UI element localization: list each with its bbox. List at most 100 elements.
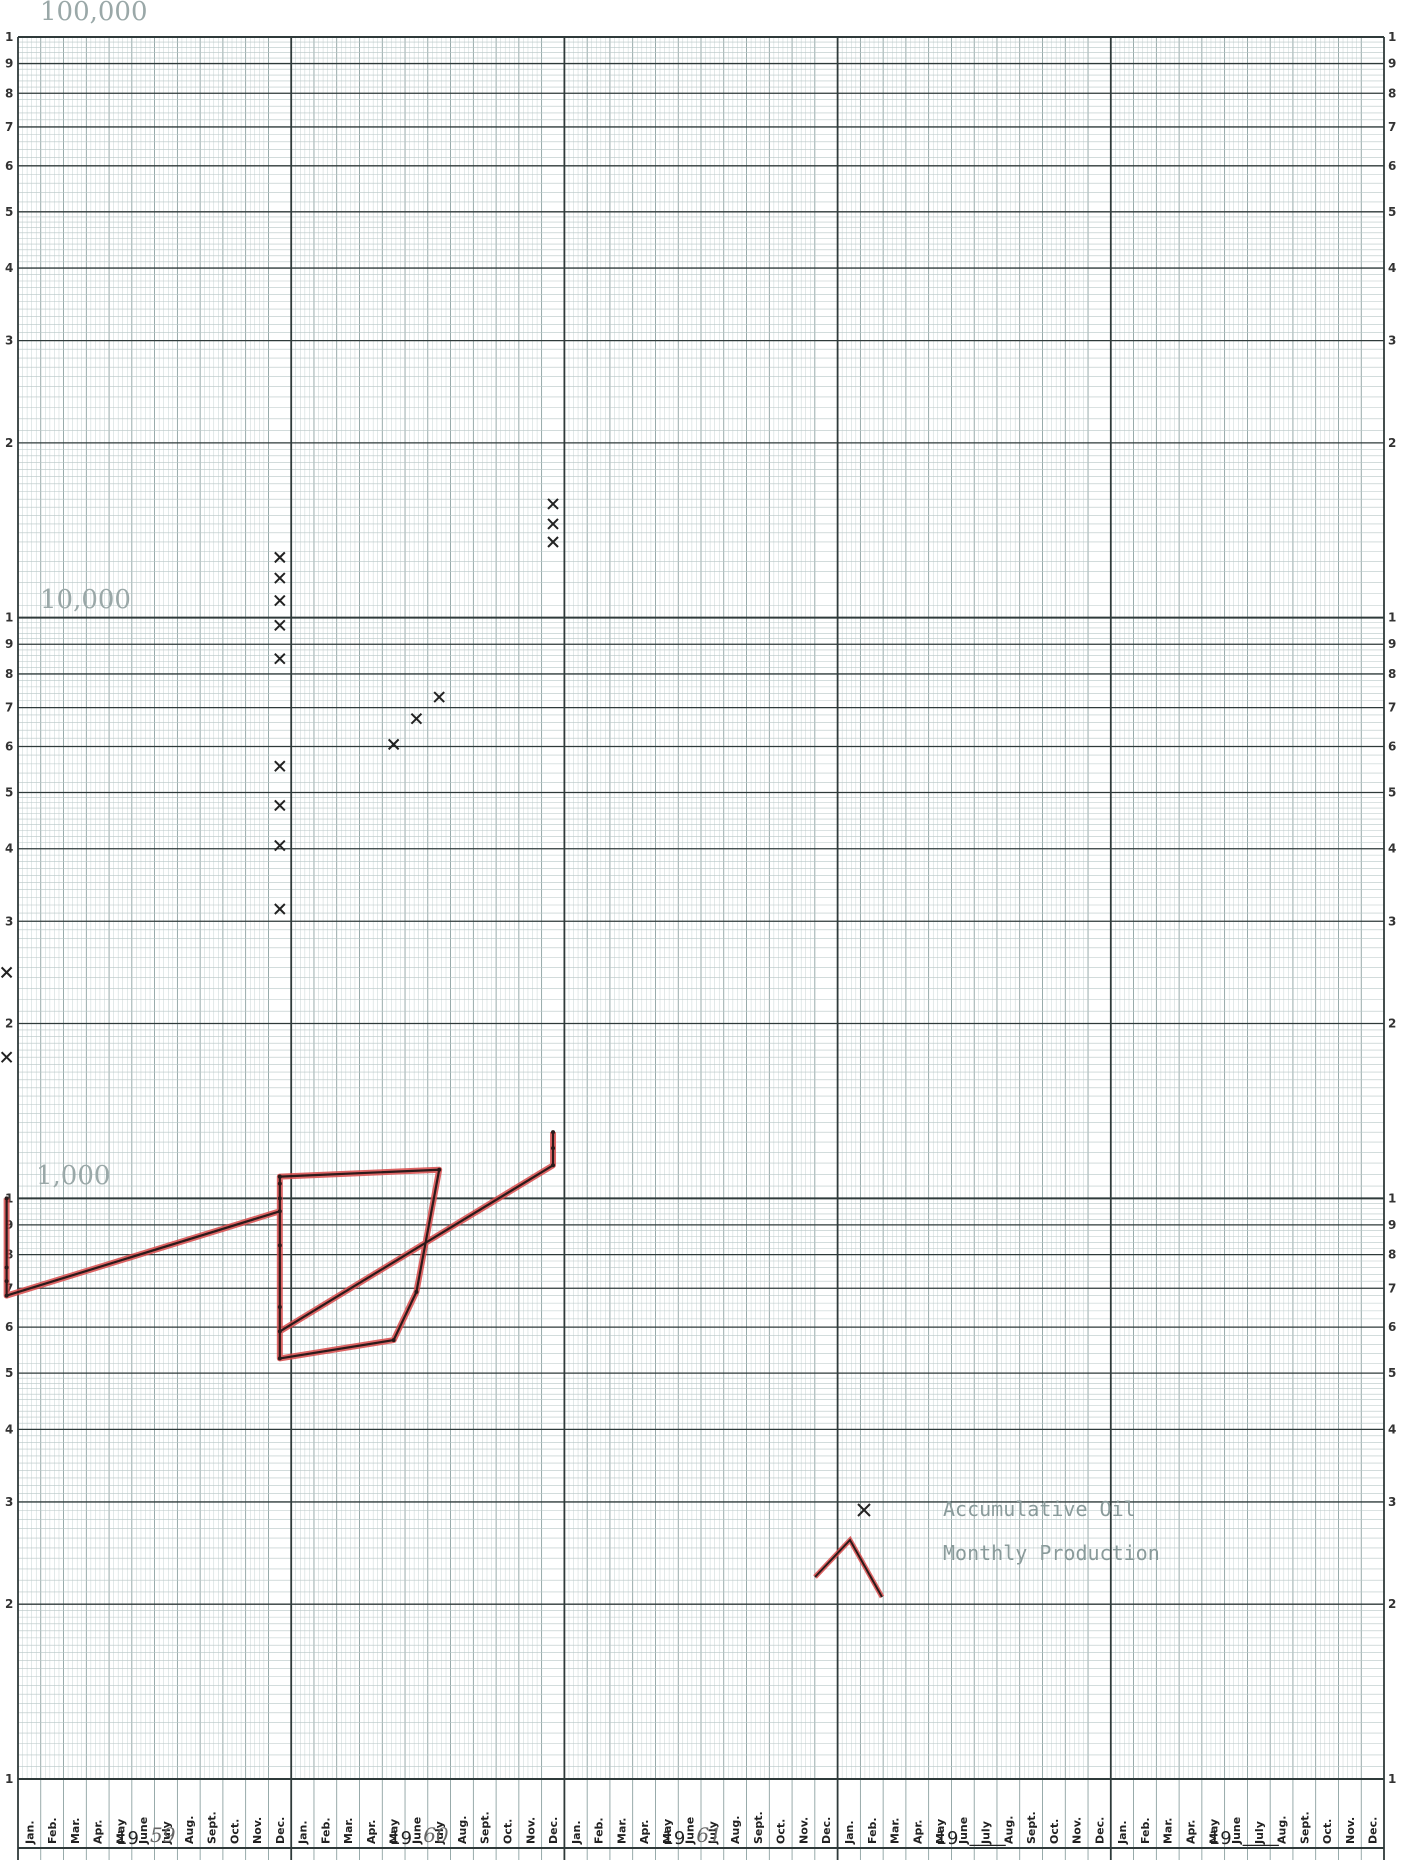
month-label: Feb. (319, 1817, 332, 1844)
accumulative-oil-point (274, 551, 286, 564)
month-label: May (388, 1819, 401, 1844)
y-tick-left: 4 (5, 261, 13, 275)
year-prefix: 19 (662, 1828, 685, 1849)
y-tick-right: 8 (1388, 1248, 1396, 1262)
decade-label: 100,000 (40, 0, 148, 27)
legend-line-icon-ink (814, 1538, 883, 1598)
y-tick-right: 4 (1388, 261, 1396, 275)
month-label: Aug. (456, 1816, 469, 1844)
monthly-production-point (277, 1356, 282, 1361)
monthly-production-point (391, 1338, 396, 1343)
monthly-production-point (4, 1279, 9, 1284)
accumulative-oil-point (547, 536, 559, 548)
legend-label-accumulative: Accumulative Oil (943, 1497, 1136, 1521)
accumulative-oil-point (274, 839, 286, 852)
y-tick-left: 8 (5, 667, 13, 681)
monthly-production-point (551, 1146, 556, 1151)
month-label: Mar. (889, 1818, 902, 1844)
y-tick-right: 1 (1388, 1191, 1396, 1205)
month-label: Dec. (1367, 1817, 1380, 1844)
month-label: July (706, 1821, 719, 1845)
monthly-production-point (277, 1181, 282, 1186)
year-suffix: ____ (969, 1826, 1007, 1847)
y-tick-right: 8 (1388, 86, 1396, 100)
x-stroke (274, 839, 286, 852)
x-stroke (274, 903, 286, 915)
y-tick-right: 6 (1388, 159, 1396, 173)
month-label: July (160, 1821, 173, 1845)
y-tick-right: 2 (1388, 436, 1396, 450)
monthly-production-point (277, 1304, 282, 1309)
accumulative-oil-point (274, 760, 286, 772)
y-tick-right: 2 (1388, 1017, 1396, 1031)
year-suffix: 60 (423, 1823, 449, 1847)
y-tick-left: 3 (5, 334, 13, 348)
monthly-production-point (4, 1293, 9, 1298)
x-stroke (274, 572, 286, 584)
legend-label-monthly: Monthly Production (943, 1541, 1160, 1565)
month-label: Mar. (342, 1818, 355, 1844)
monthly-production-point (277, 1209, 282, 1214)
month-label: July (433, 1821, 446, 1845)
month-label: Oct. (501, 1819, 514, 1844)
y-tick-right: 3 (1388, 1495, 1396, 1509)
x-stroke (547, 518, 559, 530)
y-tick-right: 3 (1388, 914, 1396, 928)
monthly-production-point (551, 1130, 556, 1135)
month-label: Oct. (228, 1819, 241, 1844)
month-label: Oct. (1321, 1819, 1334, 1844)
month-label: June (684, 1817, 697, 1845)
year-suffix: 61 (696, 1823, 721, 1847)
month-label: Nov. (251, 1817, 264, 1844)
month-label: Dec. (1093, 1817, 1106, 1844)
accumulative-oil-point (0, 966, 13, 979)
month-label: May (1207, 1819, 1220, 1844)
y-tick-left: 7 (5, 701, 13, 715)
x-stroke (0, 966, 13, 979)
month-label: Oct. (775, 1819, 788, 1844)
month-label: Nov. (524, 1817, 537, 1844)
y-tick-left: 8 (5, 86, 13, 100)
monthly-production-point (277, 1196, 282, 1201)
month-label: Feb. (1139, 1817, 1152, 1844)
y-tick-left: 1 (5, 30, 13, 44)
y-tick-right: 5 (1388, 785, 1396, 799)
month-label: June (410, 1817, 423, 1845)
y-tick-right: 9 (1388, 637, 1396, 651)
month-label: Sept. (752, 1811, 765, 1844)
monthly-production-point (551, 1163, 556, 1168)
x-stroke (410, 712, 423, 725)
month-label: Aug. (1002, 1816, 1015, 1844)
month-label: Jan. (570, 1820, 583, 1845)
y-tick-left: 1 (5, 1772, 13, 1786)
monthly-production-point (277, 1329, 282, 1334)
x-stroke (274, 551, 286, 564)
month-label: May (661, 1819, 674, 1844)
monthly-production-point (277, 1174, 282, 1179)
month-label: Nov. (797, 1817, 810, 1844)
month-label: June (1230, 1817, 1243, 1845)
y-tick-left: 4 (5, 1422, 13, 1436)
month-label: Apr. (92, 1820, 105, 1844)
accumulative-oil-point (274, 619, 286, 632)
month-label: May (114, 1819, 127, 1844)
y-tick-right: 7 (1388, 701, 1396, 715)
month-label: Sept. (206, 1811, 219, 1844)
x-stroke (274, 652, 286, 665)
month-label: June (137, 1817, 150, 1845)
y-tick-right: 7 (1388, 120, 1396, 134)
accumulative-oil-point (274, 572, 286, 584)
y-tick-left: 5 (5, 785, 13, 799)
month-label: Apr. (365, 1820, 378, 1844)
month-label: Dec. (820, 1817, 833, 1844)
month-label: Sept. (479, 1811, 492, 1844)
x-stroke (547, 536, 559, 548)
x-stroke (274, 619, 286, 632)
month-label: Jan. (297, 1820, 310, 1845)
y-tick-right: 7 (1388, 1281, 1396, 1295)
month-label: Aug. (1276, 1816, 1289, 1844)
y-tick-left: 9 (5, 637, 13, 651)
minor-gridlines (18, 37, 1384, 1860)
month-label: Feb. (46, 1817, 59, 1844)
major-gridlines (17, 36, 1385, 1860)
